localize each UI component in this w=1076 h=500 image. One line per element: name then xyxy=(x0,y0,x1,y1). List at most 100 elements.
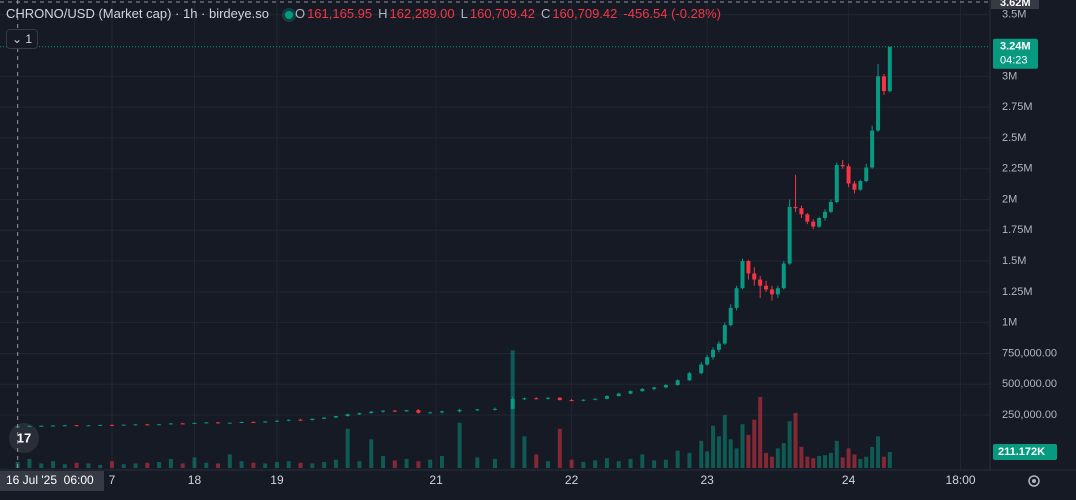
candle-body xyxy=(381,410,386,412)
x-tick-label: 7 xyxy=(109,473,116,487)
collapse-button[interactable]: ⌄ 1 xyxy=(6,29,38,49)
ohlc-value: 162,289.00 xyxy=(389,6,455,21)
y-tick-label: 1.5M xyxy=(1002,255,1026,267)
volume-bar xyxy=(746,434,751,468)
candle-body xyxy=(787,206,792,264)
volume-bar xyxy=(109,461,114,468)
volume-bar xyxy=(98,464,103,468)
volume-bar xyxy=(781,443,786,468)
candle-body xyxy=(705,357,710,365)
candle-body xyxy=(887,46,892,92)
candle-body xyxy=(805,214,810,222)
candle-body xyxy=(510,399,515,409)
volume-bar xyxy=(274,461,279,468)
symbol: CHRONO/USD (Market cap) · 1h · birdeye.s… xyxy=(6,6,269,21)
last-price-box xyxy=(993,38,1038,69)
volume-bar xyxy=(39,463,44,468)
volume-bar xyxy=(216,463,221,468)
candle-body xyxy=(604,396,609,399)
volume-bar xyxy=(675,450,680,468)
tv-logo[interactable]: 17 xyxy=(9,423,39,453)
volume-bar xyxy=(581,461,586,468)
candle-body xyxy=(569,400,574,402)
candle-body xyxy=(357,413,362,415)
candle-body xyxy=(764,285,769,290)
candle-body xyxy=(840,165,845,167)
y-tick-label: 2.25M xyxy=(1002,163,1033,175)
volume-bar xyxy=(640,454,645,468)
candle-body xyxy=(881,76,886,92)
volume-bar xyxy=(286,461,291,468)
volume-bar xyxy=(752,419,757,468)
volume-bar xyxy=(534,454,539,468)
volume-bar xyxy=(811,458,816,468)
y-tick-label: 1.75M xyxy=(1002,224,1033,236)
candle-body xyxy=(145,424,150,426)
volume-bar xyxy=(799,446,804,468)
candle-body xyxy=(168,423,173,425)
volume-bar xyxy=(823,455,827,468)
volume-bar xyxy=(764,452,769,468)
candle-body xyxy=(711,349,716,358)
candle-body xyxy=(493,408,497,410)
y-tick-label: 2.75M xyxy=(1002,101,1033,113)
volume-bar xyxy=(787,421,792,468)
price-axis-bg xyxy=(990,0,1076,470)
volume-bar xyxy=(876,436,881,468)
volume-bar xyxy=(628,458,633,468)
volume-bar xyxy=(846,448,851,468)
volume-bar xyxy=(722,415,727,468)
candle-body xyxy=(192,422,197,424)
x-tick-label: 21 xyxy=(429,473,443,487)
volume-bar xyxy=(546,461,551,468)
volume-bar xyxy=(27,458,32,468)
y-tick-label: 3M xyxy=(1002,70,1017,82)
volume-bar xyxy=(793,412,798,468)
ohlc-key: O xyxy=(294,6,306,21)
crosshair-x-box xyxy=(0,471,104,491)
candle-body xyxy=(133,424,138,426)
candle-body xyxy=(652,387,657,389)
volume-bar xyxy=(711,425,716,468)
candle-body xyxy=(740,261,745,289)
candle-body xyxy=(546,397,551,399)
candle-body xyxy=(687,373,692,381)
candle-body xyxy=(846,166,851,184)
settings-icon[interactable] xyxy=(1028,475,1040,487)
candle-body xyxy=(616,393,621,397)
volume-label: 211.172K xyxy=(998,446,1045,458)
candle-body xyxy=(416,410,421,413)
candle-body xyxy=(870,130,875,168)
ohlc-key: H xyxy=(378,6,388,21)
y-tick-label: 2.5M xyxy=(1002,132,1026,144)
volume-bar xyxy=(74,462,79,468)
volume-bar xyxy=(298,462,303,468)
header: CHRONO/USD (Market cap) · 1h · birdeye.s… xyxy=(6,6,727,21)
y-tick-label: 1M xyxy=(1002,317,1017,329)
y-tick-label: 250,000.00 xyxy=(1002,409,1057,421)
svg-text:17: 17 xyxy=(17,430,31,445)
volume-bar xyxy=(557,428,562,468)
volume-bar xyxy=(834,440,839,468)
change: -456.54 (-0.28%) xyxy=(623,6,721,21)
candle-body xyxy=(728,307,733,326)
candle-body xyxy=(746,261,751,274)
x-tick-label: 23 xyxy=(700,473,714,487)
volume-bar xyxy=(392,460,397,468)
volume-bar xyxy=(805,456,810,468)
volume-bar xyxy=(357,461,362,468)
volume-bar xyxy=(705,451,710,468)
volume-bar xyxy=(475,457,480,468)
candle-body xyxy=(864,167,869,182)
volume-bar xyxy=(616,461,621,468)
candle-body xyxy=(793,206,798,209)
status-dot xyxy=(284,10,293,19)
candle-body xyxy=(310,418,315,421)
ohlc-value: 160,709.42 xyxy=(469,6,535,21)
volume-bar xyxy=(168,458,173,468)
y-tick-label: 2M xyxy=(1002,193,1017,205)
candle-body xyxy=(109,424,114,426)
ohlc-value: 161,165.95 xyxy=(307,6,373,21)
crosshair-y-box xyxy=(991,0,1039,9)
